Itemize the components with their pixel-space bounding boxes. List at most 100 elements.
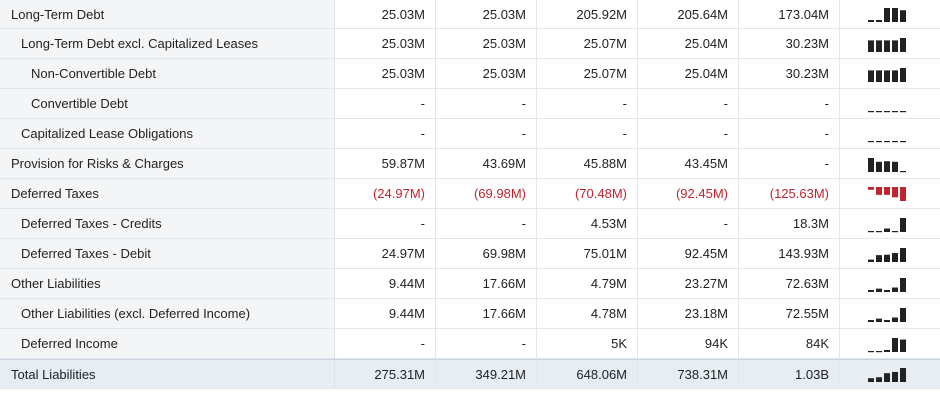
- spark-bar: [884, 69, 890, 82]
- trend-sparkline[interactable]: [840, 269, 936, 298]
- trend-sparkline[interactable]: [840, 0, 936, 28]
- row-label: Deferred Taxes - Debit: [0, 239, 335, 268]
- spark-bar: [900, 339, 906, 352]
- row-label: Long-Term Debt excl. Capitalized Leases: [0, 29, 335, 58]
- spark-bar: [884, 319, 890, 322]
- value-cell: 92.45M: [638, 239, 739, 268]
- value-cell: -: [739, 149, 840, 178]
- value-cell: (125.63M): [739, 179, 840, 208]
- spark-bar: [900, 368, 906, 382]
- value-cell: 4.78M: [537, 299, 638, 328]
- spark-bar: [892, 140, 898, 142]
- spark-bar: [884, 373, 890, 382]
- row-label: Long-Term Debt: [0, 0, 335, 28]
- value-cell: 25.03M: [335, 29, 436, 58]
- spark-bar: [892, 252, 898, 262]
- trend-sparkline[interactable]: [840, 209, 936, 238]
- trend-sparkline[interactable]: [840, 329, 936, 358]
- spark-bar: [876, 161, 882, 172]
- sparkline-chart: [868, 37, 906, 52]
- value-cell: 23.27M: [638, 269, 739, 298]
- table-row-other-liabilities-excl-deferred-income: Other Liabilities (excl. Deferred Income…: [0, 299, 940, 329]
- spark-bar: [892, 110, 898, 112]
- spark-bar: [900, 110, 906, 112]
- spark-bar: [868, 157, 874, 172]
- trend-sparkline[interactable]: [840, 299, 936, 328]
- sparkline-chart: [868, 337, 906, 352]
- spark-bar: [892, 317, 898, 322]
- spark-bar: [868, 110, 874, 112]
- trend-sparkline[interactable]: [840, 239, 936, 268]
- value-cell: (92.45M): [638, 179, 739, 208]
- spark-bar: [868, 350, 874, 352]
- spark-bar: [884, 8, 890, 22]
- spark-bar: [868, 186, 874, 190]
- table-row-non-convertible-debt: Non-Convertible Debt 25.03M 25.03M 25.07M 25…: [0, 59, 940, 89]
- spark-bar: [876, 318, 882, 322]
- table-row-deferred-taxes: Deferred Taxes (24.97M) (69.98M) (70.48M) (9…: [0, 179, 940, 209]
- spark-bar: [900, 170, 906, 172]
- spark-bar: [868, 69, 874, 82]
- table-row-long-term-debt: Long-Term Debt 25.03M 25.03M 205.92M 205.64M…: [0, 0, 940, 29]
- spark-bar: [900, 186, 906, 201]
- value-cell: 43.69M: [436, 149, 537, 178]
- trend-sparkline[interactable]: [840, 119, 936, 148]
- spark-bar: [868, 230, 874, 232]
- trend-sparkline[interactable]: [840, 89, 936, 118]
- table-row-convertible-debt: Convertible Debt - - - - -: [0, 89, 940, 119]
- liabilities-table: Long-Term Debt 25.03M 25.03M 205.92M 205.64M…: [0, 0, 940, 389]
- table-row-capitalized-lease-obligations: Capitalized Lease Obligations - - - - -: [0, 119, 940, 149]
- spark-bar: [892, 8, 898, 22]
- sparkline-chart: [868, 307, 906, 322]
- spark-bar: [876, 186, 882, 195]
- row-label: Deferred Taxes - Credits: [0, 209, 335, 238]
- spark-bar: [884, 228, 890, 232]
- value-cell: -: [638, 119, 739, 148]
- trend-sparkline[interactable]: [840, 179, 936, 208]
- trend-sparkline[interactable]: [840, 360, 936, 388]
- sparkline-chart: [868, 217, 906, 232]
- trend-sparkline[interactable]: [840, 149, 936, 178]
- value-cell: -: [335, 329, 436, 358]
- value-cell: 25.03M: [335, 0, 436, 28]
- sparkline-chart: [868, 157, 906, 172]
- row-label: Capitalized Lease Obligations: [0, 119, 335, 148]
- spark-bar: [892, 371, 898, 382]
- spark-bar: [876, 140, 882, 142]
- value-cell: -: [436, 209, 537, 238]
- value-cell: 75.01M: [537, 239, 638, 268]
- spark-bar: [900, 217, 906, 232]
- table-row-deferred-taxes-credits: Deferred Taxes - Credits - -4.53M -18.3M: [0, 209, 940, 239]
- spark-bar: [876, 20, 882, 22]
- value-cell: -: [739, 89, 840, 118]
- value-cell: 72.63M: [739, 269, 840, 298]
- row-label: Deferred Income: [0, 329, 335, 358]
- value-cell: (24.97M): [335, 179, 436, 208]
- spark-bar: [876, 350, 882, 352]
- value-cell: 1.03B: [739, 360, 840, 388]
- sparkline-chart: [868, 110, 906, 112]
- value-cell: 25.04M: [638, 29, 739, 58]
- value-cell: 143.93M: [739, 239, 840, 268]
- value-cell: 24.97M: [335, 239, 436, 268]
- value-cell: -: [335, 89, 436, 118]
- value-cell: 30.23M: [739, 29, 840, 58]
- spark-bar: [876, 110, 882, 112]
- value-cell: 738.31M: [638, 360, 739, 388]
- spark-bar: [900, 140, 906, 142]
- table-row-long-term-debt-excl-capitalized-leases: Long-Term Debt excl. Capitalized Leases 2…: [0, 29, 940, 59]
- spark-bar: [884, 110, 890, 112]
- value-cell: 4.53M: [537, 209, 638, 238]
- row-label: Convertible Debt: [0, 89, 335, 118]
- trend-sparkline[interactable]: [840, 59, 936, 88]
- spark-bar: [892, 186, 898, 197]
- spark-bar: [876, 288, 882, 292]
- trend-sparkline[interactable]: [840, 29, 936, 58]
- spark-bar: [892, 161, 898, 172]
- spark-bar: [900, 247, 906, 262]
- table-row-deferred-taxes-debit: Deferred Taxes - Debit 24.97M 69.98M 75.01M…: [0, 239, 940, 269]
- spark-bar: [868, 140, 874, 142]
- value-cell: 17.66M: [436, 269, 537, 298]
- spark-bar: [892, 287, 898, 292]
- value-cell: -: [436, 119, 537, 148]
